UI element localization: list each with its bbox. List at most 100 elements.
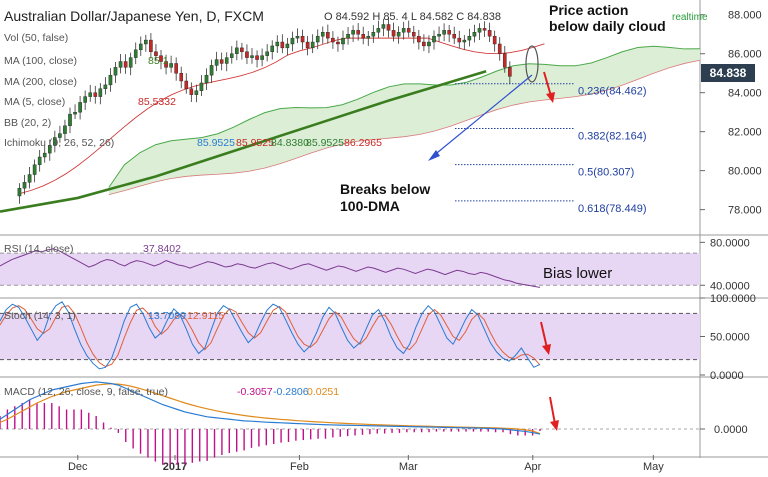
ma100-line bbox=[0, 70, 487, 213]
macd-arrowhead bbox=[550, 420, 559, 431]
price-tick-label: 78.000 bbox=[728, 205, 762, 217]
candle-body bbox=[315, 35, 320, 43]
candle-body bbox=[381, 24, 386, 29]
ma5-value: 85.5332 bbox=[138, 96, 176, 108]
cloud-note-line1: Price action bbox=[549, 2, 629, 18]
bearish-arrow bbox=[543, 71, 552, 97]
candle-body bbox=[250, 55, 254, 58]
candle-body bbox=[88, 92, 93, 97]
candle-body bbox=[78, 102, 82, 113]
candle-body bbox=[255, 55, 259, 60]
candle-body bbox=[245, 51, 249, 58]
stoch-d-value: 12.9115 bbox=[187, 310, 225, 322]
breakdown-arrow bbox=[431, 74, 533, 158]
candle-body bbox=[209, 65, 214, 76]
candle-body bbox=[290, 37, 295, 45]
x-tick-label: May bbox=[643, 461, 664, 473]
macd-line bbox=[0, 381, 541, 435]
rsi-label[interactable]: RSI (14, close) bbox=[4, 243, 74, 255]
last-price-badge: 84.838 bbox=[701, 64, 755, 82]
vol-label[interactable]: Vol (50, false) bbox=[4, 32, 69, 44]
candle-body bbox=[37, 156, 42, 165]
bb-label[interactable]: BB (20, 2) bbox=[4, 117, 52, 129]
stoch-tick-label: 0.0000 bbox=[710, 370, 744, 382]
x-tick-label: Apr bbox=[524, 461, 541, 473]
macd-label[interactable]: MACD (12, 26, close, 9, false, true) bbox=[4, 386, 168, 398]
candle-body bbox=[184, 80, 189, 89]
candle-body bbox=[83, 96, 87, 103]
candle-body bbox=[477, 28, 482, 33]
candle-body bbox=[128, 57, 133, 68]
candle-body bbox=[194, 90, 199, 95]
candle-body bbox=[305, 41, 310, 49]
breakdown-highlight bbox=[525, 45, 539, 83]
price-tick-label: 86.000 bbox=[728, 49, 762, 61]
candle-body bbox=[154, 51, 158, 56]
candle-body bbox=[138, 43, 143, 51]
kijun-line bbox=[19, 37, 545, 195]
candle-body bbox=[235, 47, 239, 54]
candle-body bbox=[63, 125, 67, 134]
breakdown-arrowhead bbox=[428, 150, 440, 161]
candle-body bbox=[396, 32, 401, 37]
candle-body bbox=[240, 47, 244, 52]
ichimoku-value-1: 85.9525 bbox=[197, 137, 235, 149]
stoch-k-value: 13.7089 bbox=[148, 310, 186, 322]
candle-body bbox=[406, 28, 411, 33]
candle-body bbox=[508, 67, 512, 77]
candle-body bbox=[265, 51, 269, 56]
stoch-arrow bbox=[540, 321, 548, 349]
stoch-tick-label: 100.0000 bbox=[710, 293, 756, 305]
signal-value: -0.2806 bbox=[273, 386, 309, 398]
candle-body bbox=[159, 55, 163, 62]
candle-body bbox=[497, 43, 502, 54]
price-tick-label: 80.000 bbox=[728, 166, 762, 178]
stoch-tick-label: 50.0000 bbox=[710, 332, 750, 344]
dma-note-line2: 100-DMA bbox=[340, 198, 400, 214]
candle-body bbox=[47, 145, 52, 154]
candle-body bbox=[199, 82, 204, 91]
ma200-label[interactable]: MA (200, close) bbox=[4, 76, 77, 88]
candle-body bbox=[275, 41, 280, 47]
candle-body bbox=[98, 88, 103, 97]
candle-body bbox=[169, 63, 173, 68]
ma5-label[interactable]: MA (5, close) bbox=[4, 96, 66, 108]
candle-body bbox=[351, 30, 355, 35]
ichimoku-label[interactable]: Ichimoku (9, 26, 52, 26) bbox=[4, 137, 115, 149]
ichimoku-value-3: 84.8380 bbox=[271, 137, 309, 149]
candle-body bbox=[427, 41, 431, 47]
fib-level-label: 0.236(84.462) bbox=[578, 86, 647, 98]
candle-body bbox=[437, 34, 441, 37]
rsi-note: Bias lower bbox=[543, 265, 613, 282]
candle-body bbox=[447, 30, 451, 35]
candle-body bbox=[472, 32, 477, 37]
candle-body bbox=[336, 41, 340, 45]
price-tick-label: 82.000 bbox=[728, 127, 762, 139]
candle-body bbox=[331, 37, 335, 43]
candle-body bbox=[422, 41, 426, 47]
ichimoku-value-5: 86.2965 bbox=[344, 137, 382, 149]
candle-body bbox=[204, 74, 209, 84]
histogram-value: 0.0251 bbox=[307, 386, 340, 398]
stoch-label[interactable]: Stoch (14, 3, 1) bbox=[4, 310, 76, 322]
stoch-k-line bbox=[0, 301, 541, 370]
candle-body bbox=[492, 35, 497, 45]
cloud-span-a bbox=[108, 45, 701, 188]
candle-body bbox=[32, 164, 37, 175]
ohlc-readout: O 84.592 H 85. 4 L 84.582 C 84.838 bbox=[324, 11, 501, 23]
x-tick-label: Feb bbox=[290, 461, 309, 473]
candle-body bbox=[285, 43, 290, 49]
ichimoku-value-2: 85.9525 bbox=[236, 137, 274, 149]
candle-body bbox=[189, 88, 194, 95]
candle-body bbox=[442, 30, 446, 35]
candle-body bbox=[164, 61, 168, 68]
ma100-label[interactable]: MA (100, close) bbox=[4, 55, 77, 67]
candle-body bbox=[270, 45, 275, 52]
candle-body bbox=[320, 32, 325, 37]
candle-body bbox=[113, 67, 118, 76]
x-tick-label: Mar bbox=[399, 461, 418, 473]
candle-body bbox=[149, 39, 153, 52]
candle-body bbox=[452, 34, 457, 39]
candle-body bbox=[391, 30, 396, 37]
